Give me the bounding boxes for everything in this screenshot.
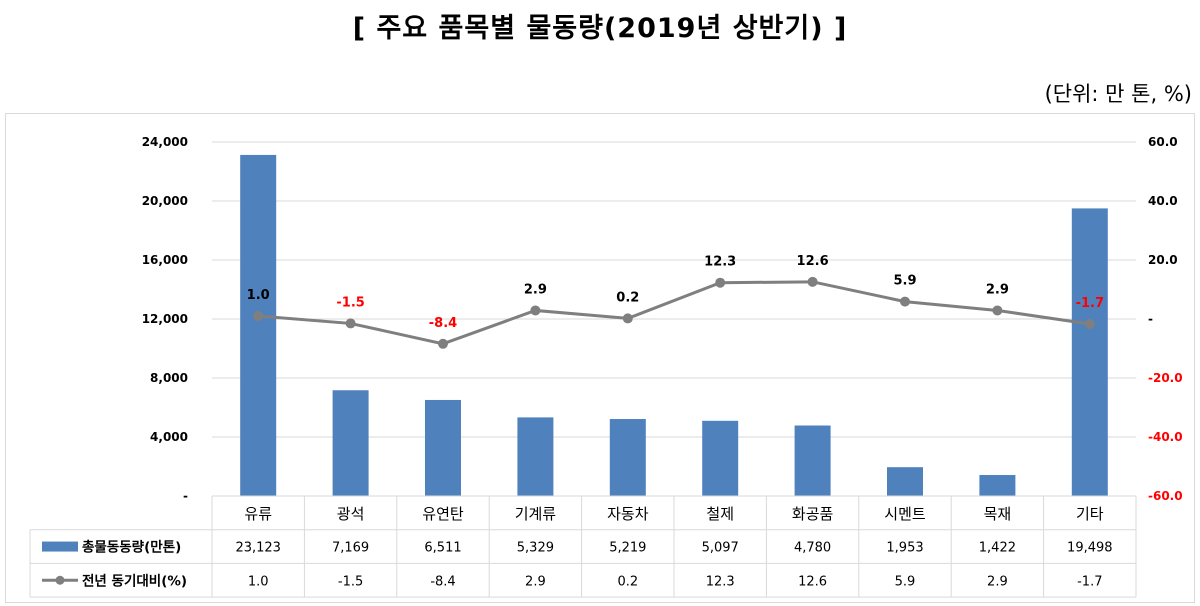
- bar: [887, 467, 923, 496]
- legend-label: 총물동동량(만톤): [82, 540, 181, 556]
- y-left-tick-label: 16,000: [142, 253, 188, 267]
- x-tick-label: 화공품: [792, 505, 833, 523]
- table-cell: 5.9: [895, 574, 916, 589]
- table-cell: 6,511: [424, 541, 461, 556]
- table-cell: 2.9: [987, 574, 1008, 589]
- x-tick-label: 철제: [706, 505, 734, 523]
- x-tick-label: 광석: [337, 505, 365, 523]
- y-right-tick-label: -: [1148, 312, 1153, 326]
- line-data-label: -1.5: [336, 295, 364, 310]
- line-point: [345, 318, 356, 329]
- line-point: [438, 338, 448, 349]
- bar: [332, 390, 369, 496]
- line-data-label: 0.2: [616, 290, 639, 305]
- y-left-tick-label: 24,000: [142, 135, 188, 149]
- y-left-tick-label: 4,000: [150, 430, 188, 444]
- legend-line-marker: [55, 575, 65, 585]
- table-cell: -8.4: [430, 574, 455, 589]
- y-right-tick-label: -60.0: [1148, 489, 1183, 503]
- table-cell: 23,123: [235, 541, 281, 556]
- line-data-label: -1.7: [1076, 296, 1104, 311]
- table-cell: 1.0: [248, 574, 269, 589]
- table-cell: 1,422: [979, 541, 1016, 556]
- bar: [794, 425, 831, 496]
- line-series: [258, 280, 1091, 346]
- x-tick-label: 유류: [244, 505, 272, 523]
- line-data-label: 12.3: [704, 255, 736, 270]
- chart-frame: [5, 113, 1195, 603]
- line-data-label: 1.0: [247, 288, 270, 303]
- table-cell: -1.5: [338, 574, 363, 589]
- table-cell: 19,498: [1067, 541, 1113, 556]
- table-cell: 7,169: [332, 541, 369, 556]
- bar: [425, 399, 461, 496]
- line-point: [530, 305, 541, 316]
- bar: [240, 154, 277, 497]
- chart-title: [ 주요 품목별 물동량(2019년 상반기) ]: [352, 13, 848, 44]
- line-point: [253, 311, 264, 322]
- line-data-label: 5.9: [893, 274, 916, 289]
- y-right-tick-label: 40.0: [1148, 194, 1178, 208]
- x-tick-label: 목재: [984, 505, 1012, 523]
- line-point: [900, 296, 910, 307]
- line-point: [992, 305, 1003, 316]
- x-tick-label: 기계류: [515, 505, 557, 523]
- table-cell: 2.9: [525, 574, 546, 589]
- line-point: [807, 276, 818, 287]
- y-right-tick-label: 20.0: [1148, 253, 1178, 267]
- y-right-tick-label: -40.0: [1148, 430, 1183, 444]
- y-right-tick-label: 60.0: [1148, 135, 1178, 149]
- line-point: [622, 313, 633, 324]
- table-cell: 5,219: [609, 541, 646, 556]
- line-point: [715, 277, 726, 288]
- bar: [609, 419, 646, 496]
- table-cell: 12.6: [798, 574, 827, 589]
- y-left-tick-label: 12,000: [142, 312, 188, 326]
- legend-label: 전년 동기대비(%): [82, 572, 187, 589]
- x-tick-label: 기타: [1076, 505, 1104, 523]
- x-tick-label: 시멘트: [884, 505, 926, 523]
- bar: [517, 417, 554, 496]
- bar: [979, 475, 1016, 496]
- y-left-tick-label: -: [183, 489, 188, 503]
- line-data-label: 12.6: [797, 254, 829, 269]
- line-data-label: 2.9: [524, 282, 547, 297]
- line-data-label: -8.4: [429, 316, 457, 331]
- y-right-tick-label: -20.0: [1148, 371, 1183, 385]
- y-left-tick-label: 8,000: [150, 371, 188, 385]
- bar: [1071, 208, 1108, 497]
- x-tick-label: 유연탄: [422, 505, 464, 523]
- table-cell: 1,953: [886, 541, 923, 556]
- line-point: [1084, 319, 1095, 330]
- line-data-label: 2.9: [986, 282, 1009, 297]
- legend-bar-swatch: [42, 541, 78, 552]
- unit-label: (단위: 만 톤, %): [1044, 82, 1192, 106]
- table-cell: 4,780: [794, 541, 831, 556]
- y-left-tick-label: 20,000: [142, 194, 188, 208]
- table-cell: 5,329: [517, 541, 554, 556]
- table-cell: 12.3: [706, 574, 735, 589]
- x-tick-label: 자동차: [607, 505, 649, 523]
- table-cell: 5,097: [702, 541, 739, 556]
- table-cell: 0.2: [617, 574, 638, 589]
- table-cell: -1.7: [1077, 574, 1102, 589]
- bar: [702, 420, 739, 496]
